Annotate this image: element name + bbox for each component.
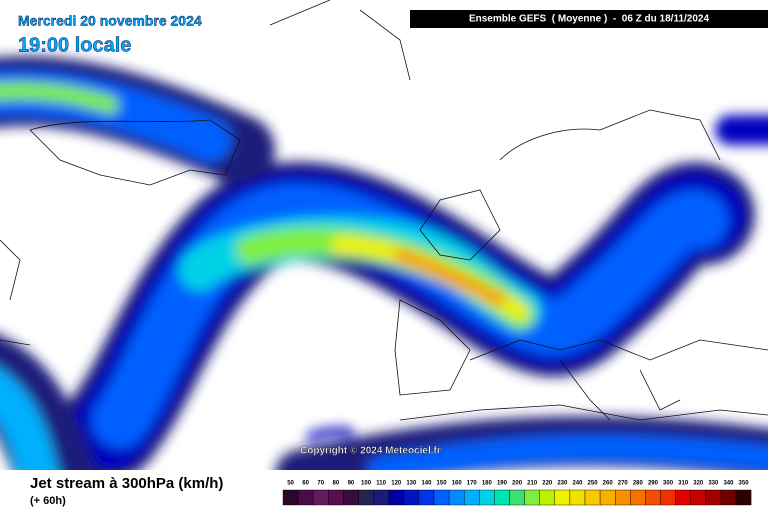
legend-tick-label: 130 [406,481,417,487]
legend-tick-label: 160 [452,481,463,487]
legend-swatch [479,489,495,506]
legend-swatch [328,489,344,506]
legend-swatch [630,489,646,506]
jet-field [0,0,768,470]
legend-tick-label: 120 [391,481,402,487]
legend-swatch [433,489,450,506]
legend-swatch [675,489,691,506]
legend-tick-label: 140 [421,481,432,487]
time-label: 19:00 locale [18,34,131,56]
legend-tick-label: 210 [527,481,538,487]
legend-swatch [705,489,722,506]
legend-swatch [660,489,676,506]
legend-swatch [494,489,510,506]
legend-swatch [448,489,465,506]
legend-swatch [554,489,571,506]
copyright: Copyright © 2024 Meteociel.fr [300,446,441,457]
legend-swatch [464,489,480,506]
legend-tick-label: 290 [648,481,659,487]
legend-tick-label: 100 [361,481,372,487]
legend-swatch [297,489,314,506]
legend-tick-label: 250 [588,481,599,487]
legend-tick-label: 330 [708,481,719,487]
legend-swatch [358,489,374,506]
legend-swatch [539,489,556,506]
legend-swatch [509,489,525,506]
legend-tick-label: 260 [603,481,614,487]
legend-swatch [343,489,359,506]
legend-tick-label: 80 [333,481,340,487]
legend-swatch [373,489,389,506]
legend-tick-label: 70 [317,481,324,487]
footer-title: Jet stream à 300hPa (km/h) [30,475,223,492]
legend-swatch [735,489,752,506]
legend-tick-label: 90 [348,481,355,487]
legend-swatch [690,489,707,506]
legend-tick-label: 340 [723,481,734,487]
legend-tick-label: 310 [678,481,689,487]
legend-swatch [720,489,737,506]
legend-tick-label: 320 [693,481,704,487]
date-label: Mercredi 20 novembre 2024 [18,13,202,29]
legend-tick-label: 180 [482,481,493,487]
legend-swatch [599,489,616,506]
legend-swatch [615,489,631,506]
legend-swatch [313,489,329,506]
colorbar: 50 60 70 80 90 100 110 120 130 140 150 160 170 180 190… [282,481,752,506]
legend-tick-label: 280 [633,481,644,487]
legend-tick-label: 230 [557,481,568,487]
legend-swatch [418,489,435,506]
model-label: Ensemble GEFS ( Moyenne ) - 06 Z du 18/1… [469,14,710,25]
legend-tick-label: 350 [739,481,750,487]
legend-tick-label: 200 [512,481,523,487]
legend-swatch [524,489,540,506]
legend-swatch [282,489,299,506]
legend-swatch [403,489,420,506]
legend-tick-label: 300 [663,481,674,487]
legend-tick-label: 220 [542,481,553,487]
jet-south [0,335,768,470]
coastlines [0,0,768,421]
legend-tick-label: 110 [376,481,386,487]
legend-swatch [388,489,405,506]
legend-tick-label: 240 [572,481,583,487]
legend-tick-label: 270 [618,481,629,487]
legend-tick-label: 190 [497,481,508,487]
jet-main [60,161,755,470]
legend-swatch [584,489,601,506]
legend-tick-label: 50 [287,481,294,487]
legend-swatch [645,489,661,506]
model-banner [410,10,768,28]
legend-swatch [569,489,586,506]
legend-tick-label: 60 [302,481,309,487]
footer-lead: (+ 60h) [30,495,66,507]
jet-north [0,56,768,185]
legend-tick-label: 150 [437,481,448,487]
legend-tick-label: 170 [467,481,478,487]
